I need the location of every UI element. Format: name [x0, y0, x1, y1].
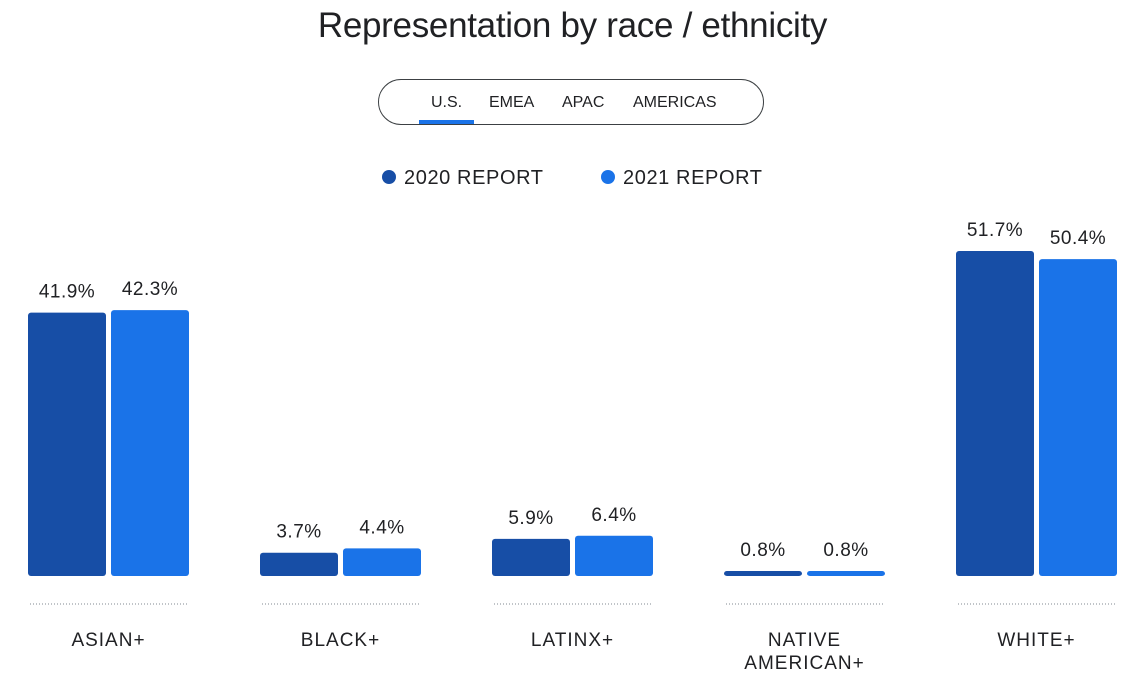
- legend-label-2021: 2021 REPORT: [623, 167, 763, 189]
- bar-2021-1[interactable]: [343, 548, 421, 576]
- category-label: BLACK+: [301, 630, 380, 651]
- bar-value-label: 6.4%: [591, 505, 636, 526]
- category-label: AMERICAN+: [744, 653, 864, 674]
- category-label: ASIAN+: [71, 630, 145, 651]
- legend-item-2021[interactable]: 2021 REPORT: [601, 166, 763, 190]
- bar-2021-3[interactable]: [807, 570, 885, 576]
- legend-item-2020[interactable]: 2020 REPORT: [382, 166, 544, 190]
- bar-2020-4[interactable]: [956, 251, 1034, 576]
- chart-title: Representation by race / ethnicity: [317, 6, 828, 45]
- bar-value-label: 0.8%: [823, 540, 868, 561]
- legend-dot-2020: [382, 169, 396, 184]
- category-label: WHITE+: [997, 630, 1075, 651]
- bar-value-label: 3.7%: [276, 522, 321, 543]
- tab-americas[interactable]: AMERICAS: [633, 94, 717, 111]
- bar-value-label: 50.4%: [1050, 228, 1106, 249]
- bar-2020-1[interactable]: [260, 552, 338, 576]
- bar-value-label: 42.3%: [122, 279, 178, 300]
- bar-2021-2[interactable]: [575, 535, 653, 576]
- bar-value-label: 41.9%: [39, 282, 95, 303]
- region-tabs: U.S. EMEA APAC AMERICAS: [378, 79, 764, 125]
- legend-dot-2021: [601, 169, 615, 184]
- bar-2021-0[interactable]: [111, 310, 189, 576]
- bar-2020-2[interactable]: [492, 538, 570, 576]
- tab-emea[interactable]: EMEA: [489, 94, 535, 111]
- bar-value-label: 51.7%: [967, 220, 1023, 241]
- bar-value-label: 4.4%: [359, 517, 404, 538]
- bar-2020-3[interactable]: [724, 570, 802, 576]
- tab-apac[interactable]: APAC: [562, 94, 605, 111]
- bar-value-label: 5.9%: [508, 508, 553, 529]
- category-label: NATIVE: [768, 630, 841, 651]
- bar-2021-4[interactable]: [1039, 259, 1117, 576]
- bar-2020-0[interactable]: [28, 312, 106, 576]
- legend-label-2020: 2020 REPORT: [404, 167, 544, 189]
- category-label: LATINX+: [531, 630, 614, 651]
- bar-value-label: 0.8%: [740, 540, 785, 561]
- tab-us[interactable]: U.S.: [418, 80, 475, 124]
